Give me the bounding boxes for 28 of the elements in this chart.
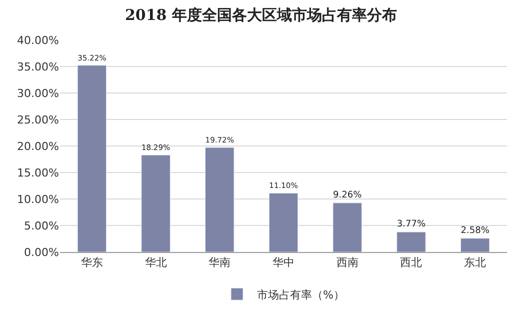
data-label: 3.77% xyxy=(396,220,426,230)
data-label: 2.58% xyxy=(460,226,490,236)
y-tick-label: 40.00% xyxy=(17,34,59,47)
x-tick-label: 华东 xyxy=(80,256,103,270)
bar xyxy=(77,65,107,252)
x-tick-label: 西南 xyxy=(336,256,358,270)
bar xyxy=(332,202,362,252)
x-tick-label: 华南 xyxy=(208,256,231,270)
legend-label: 市场占有率（%） xyxy=(257,288,344,302)
y-tick-label: 15.00% xyxy=(17,166,59,180)
y-tick-label: 0.00% xyxy=(24,246,59,259)
x-tick-label: 华北 xyxy=(144,256,167,270)
y-tick-label: 5.00% xyxy=(24,219,59,232)
bar xyxy=(396,232,426,252)
y-tick-label: 10.00% xyxy=(17,192,59,206)
x-tick-label: 东北 xyxy=(464,256,486,270)
bar xyxy=(205,147,234,252)
bar xyxy=(268,192,298,252)
data-label: 9.26% xyxy=(333,190,362,200)
chart-title: 2018 年度全国各大区域市场占有率分布 xyxy=(125,6,397,24)
bar xyxy=(141,154,170,252)
y-tick-label: 25.00% xyxy=(17,113,59,126)
x-tick-label: 华中 xyxy=(272,256,294,270)
y-tick-label: 20.00% xyxy=(17,140,59,153)
y-tick-label: 30.00% xyxy=(17,86,59,100)
bar xyxy=(460,238,490,252)
y-tick-label: 35.00% xyxy=(17,60,59,74)
x-tick-label: 西北 xyxy=(400,256,422,270)
